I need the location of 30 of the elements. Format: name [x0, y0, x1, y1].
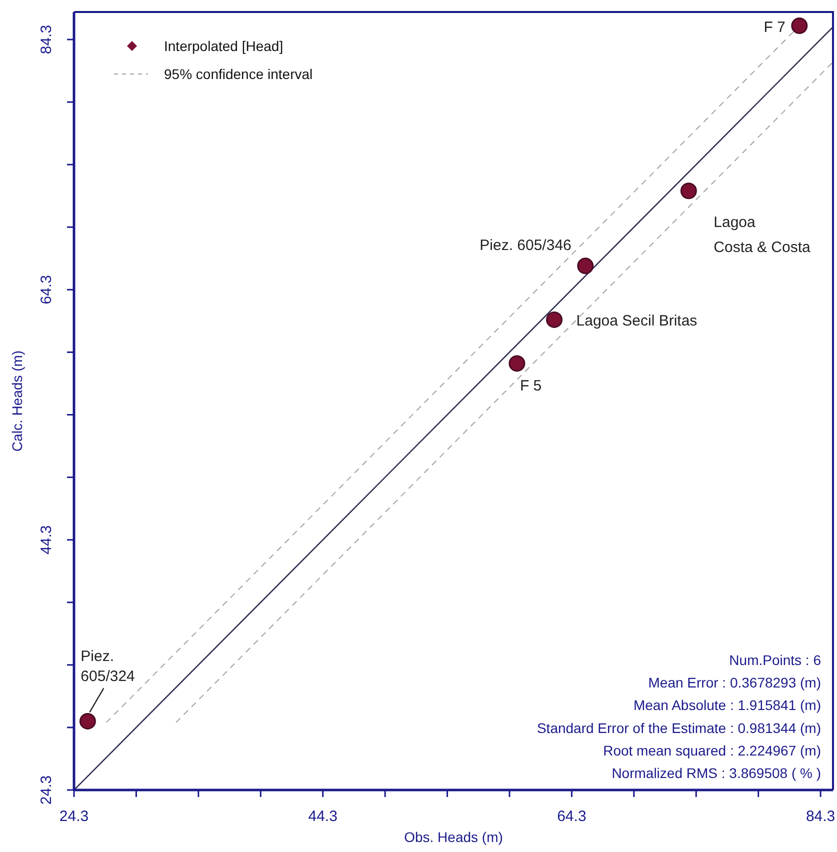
point — [577, 258, 594, 274]
legend-label: Interpolated [Head] — [164, 38, 284, 54]
x-tick-label: 64.3 — [557, 808, 586, 825]
y-tick-label: 24.3 — [38, 775, 55, 805]
y-tick-label: 64.3 — [38, 275, 55, 304]
point — [79, 712, 96, 730]
annotation: Lagoa Costa & Costa — [714, 214, 812, 256]
legend-label: 95% confidence interval — [164, 66, 313, 82]
point — [508, 355, 526, 372]
annotation: Mean Error : 0.3678293 (m) — [648, 674, 821, 691]
annotation: Standard Error of the Estimate : 0.981344 (m) — [536, 720, 821, 736]
annotation: F 7 — [764, 18, 786, 36]
y-axis-title: Calc. Heads (m) — [9, 350, 25, 452]
annotation: Num.Points : 6 — [729, 652, 822, 668]
annotation: Root mean squared : 2.224967 (m) — [603, 742, 821, 758]
annotation: Mean Absolute : 1.915841 (m) — [633, 697, 821, 714]
x-tick-label: 24.3 — [59, 808, 89, 825]
point — [546, 311, 563, 328]
annotation: F 5 — [520, 377, 542, 394]
point — [791, 18, 808, 34]
annotation: Piez. 605/346 — [480, 236, 572, 254]
annotation: Normalized RMS : 3.869508 ( % ) — [612, 765, 821, 781]
x-axis-title: Obs. Heads (m) — [404, 829, 503, 845]
y-tick-label: 84.3 — [38, 24, 55, 54]
x-tick-label: 84.3 — [806, 808, 836, 825]
point — [680, 182, 697, 200]
x-tick-label: 44.3 — [308, 808, 338, 825]
annotation: Piez. 605/324 — [80, 648, 135, 686]
annotation: Lagoa Secil Britas — [576, 312, 698, 330]
y-tick-label: 44.3 — [38, 525, 55, 554]
